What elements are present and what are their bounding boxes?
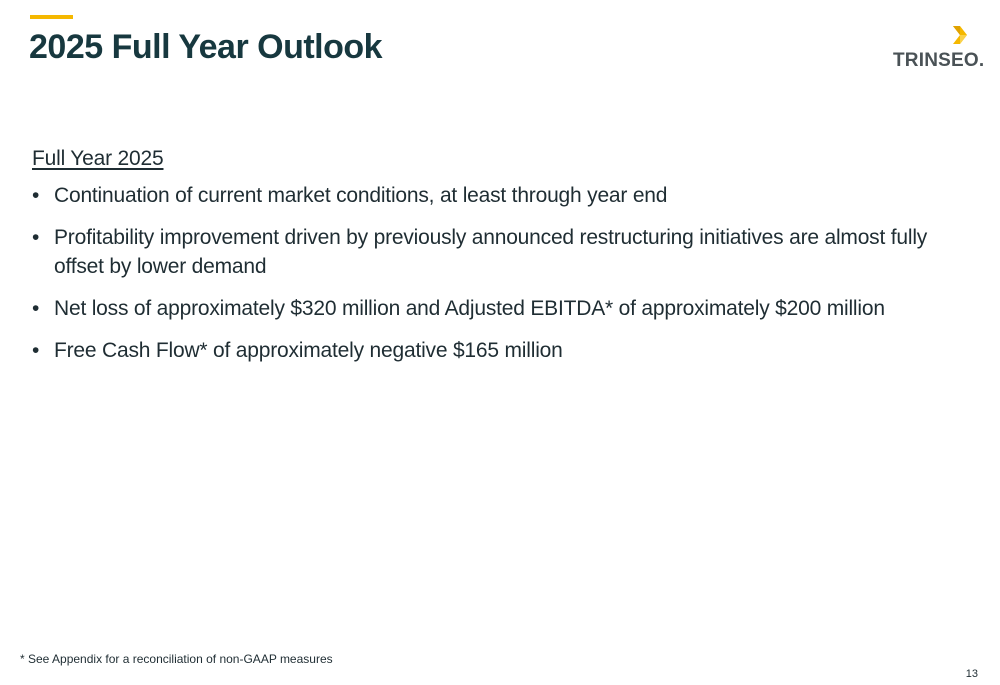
trinseo-chevron-icon (953, 26, 967, 44)
bullet-item: • Net loss of approximately $320 million… (32, 294, 932, 323)
bullet-marker: • (32, 297, 40, 320)
bullet-list: • Continuation of current market conditi… (32, 181, 932, 365)
footnote: * See Appendix for a reconciliation of n… (20, 652, 333, 666)
bullet-marker: • (32, 226, 40, 249)
outlook-content: Full Year 2025 • Continuation of current… (32, 145, 932, 378)
bullet-item: • Profitability improvement driven by pr… (32, 223, 932, 281)
bullet-text: Continuation of current market condition… (54, 184, 668, 207)
bullet-marker: • (32, 339, 40, 362)
title-accent-bar (30, 15, 73, 19)
bullet-marker: • (32, 184, 40, 207)
bullet-item: • Continuation of current market conditi… (32, 181, 932, 210)
bullet-text: Free Cash Flow* of approximately negativ… (54, 339, 563, 362)
bullet-item: • Free Cash Flow* of approximately negat… (32, 336, 932, 365)
bullet-text: Profitability improvement driven by prev… (54, 226, 928, 278)
trinseo-logo: TRINSEO. (893, 22, 985, 74)
bullet-text: Net loss of approximately $320 million a… (54, 297, 885, 320)
logo-wordmark: TRINSEO. (893, 50, 985, 71)
slide-title: 2025 Full Year Outlook (29, 28, 383, 66)
section-heading: Full Year 2025 (32, 147, 164, 170)
page-number: 13 (965, 668, 978, 680)
